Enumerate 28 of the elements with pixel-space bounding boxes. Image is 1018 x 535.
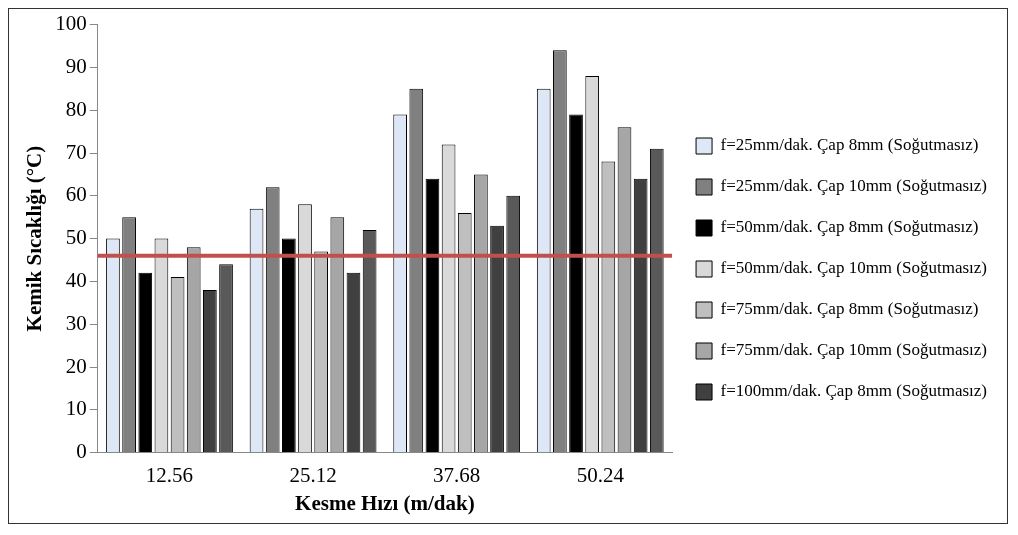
legend-label: f=50mm/dak. Çap 8mm (Soğutmasız) <box>720 217 979 237</box>
y-tick-label: 10 <box>65 396 87 421</box>
legend-label: f=75mm/dak. Çap 8mm (Soğutmasız) <box>720 299 979 319</box>
x-axis-title: Kesme Hızı (m/dak) <box>295 490 475 515</box>
y-tick-label: 50 <box>65 225 87 250</box>
y-tick-label: 40 <box>65 267 87 292</box>
legend-label: f=50mm/dak. Çap 10mm (Soğutmasız) <box>720 258 988 278</box>
x-tick-label: 50.24 <box>576 462 625 487</box>
y-tick-label: 20 <box>65 353 87 378</box>
legend-label: f=25mm/dak. Çap 10mm (Soğutmasız) <box>720 176 988 196</box>
y-tick-label: 0 <box>76 439 87 464</box>
y-tick-label: 100 <box>55 11 87 36</box>
y-tick-label: 80 <box>65 96 87 121</box>
legend-label: f=25mm/dak. Çap 8mm (Soğutmasız) <box>720 135 979 155</box>
x-tick-label: 12.56 <box>145 462 194 487</box>
y-tick-label: 60 <box>65 182 87 207</box>
y-tick-label: 30 <box>65 310 87 335</box>
x-tick-label: 37.68 <box>433 462 481 487</box>
x-tick-label: 25.12 <box>289 462 337 487</box>
bar <box>281 238 296 453</box>
legend-label: f=100mm/dak. Çap 8mm (Soğutmasız) <box>720 381 988 401</box>
y-tick-label: 90 <box>65 53 87 78</box>
bar <box>138 272 153 453</box>
bar <box>569 114 583 453</box>
legend-label: f=75mm/dak. Çap 10mm (Soğutmasız) <box>720 340 988 360</box>
y-axis-title: Kemik Sıcaklığı (°C) <box>22 145 47 332</box>
y-tick-label: 70 <box>65 139 87 164</box>
bar <box>425 178 440 453</box>
